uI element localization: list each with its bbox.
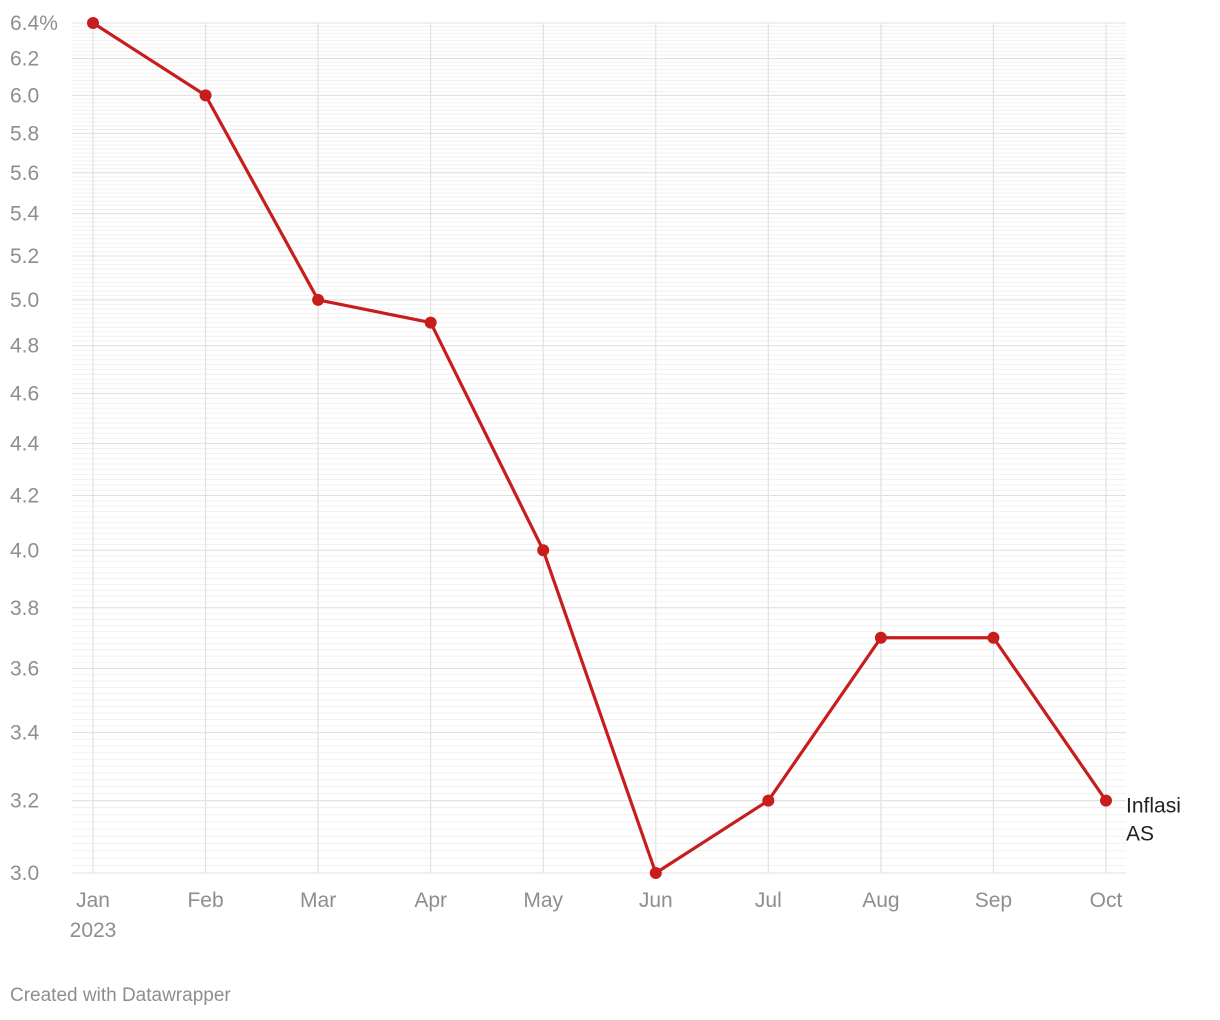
x-axis-tick-labels: Jan Feb Mar Apr May Jun Jul Aug Sep Oct 2023	[70, 889, 1123, 942]
x-tick-label: Jun	[639, 889, 673, 912]
series-label: AS	[1126, 823, 1154, 846]
minor-gridlines	[72, 22, 1126, 874]
x-tick-year-label: 2023	[70, 919, 117, 942]
y-tick-label: 3.2	[10, 790, 39, 813]
data-point	[649, 867, 662, 879]
x-tick-label: Mar	[300, 889, 336, 912]
y-tick-label: 6.4%	[10, 12, 58, 35]
y-tick-label: 4.2	[10, 485, 39, 508]
data-point	[424, 316, 437, 329]
y-axis-tick-labels: 3.0 3.2 3.4 3.6 3.8 4.0 4.2 4.4 4.6 4.8 5.0 5.2 5.4 5…	[10, 12, 58, 885]
data-point	[874, 631, 887, 644]
data-point	[312, 293, 325, 306]
y-tick-label: 5.8	[10, 122, 39, 145]
data-point	[762, 794, 775, 807]
x-tick-label: Apr	[414, 889, 447, 912]
series-label: Inflasi	[1126, 795, 1181, 818]
series-label-group: Inflasi AS	[1126, 795, 1181, 846]
y-tick-label: 5.6	[10, 162, 39, 185]
footer-credit: Created with Datawrapper	[10, 985, 231, 1006]
y-tick-label: 3.4	[10, 722, 40, 745]
y-tick-label: 5.2	[10, 245, 39, 268]
y-tick-label: 3.6	[10, 657, 39, 680]
series-inflasi-as	[87, 17, 1112, 879]
y-tick-label: 6.0	[10, 84, 39, 107]
y-tick-label: 4.6	[10, 382, 39, 405]
major-gridlines	[72, 22, 1126, 874]
x-tick-label: Sep	[975, 889, 1012, 912]
series-line	[91, 21, 1108, 875]
y-tick-label: 6.2	[10, 48, 39, 71]
y-tick-label: 4.0	[10, 539, 39, 562]
data-point	[537, 544, 550, 557]
y-tick-label: 4.4	[10, 432, 40, 455]
x-tick-label: Jul	[755, 889, 782, 912]
y-tick-label: 5.4	[10, 203, 40, 226]
x-tick-label: Aug	[862, 889, 899, 912]
vertical-gridlines	[92, 23, 1107, 873]
y-tick-label: 5.0	[10, 289, 39, 312]
data-point	[87, 17, 99, 29]
y-tick-label: 3.8	[10, 597, 39, 620]
y-tick-label: 3.0	[10, 862, 39, 885]
data-point	[199, 89, 212, 102]
data-point	[987, 631, 1000, 644]
x-tick-label: May	[523, 889, 563, 912]
x-tick-label: Jan	[76, 889, 110, 912]
data-point	[1100, 794, 1112, 807]
x-tick-label: Oct	[1090, 889, 1123, 912]
y-tick-label: 4.8	[10, 335, 39, 358]
x-tick-label: Feb	[187, 889, 223, 912]
